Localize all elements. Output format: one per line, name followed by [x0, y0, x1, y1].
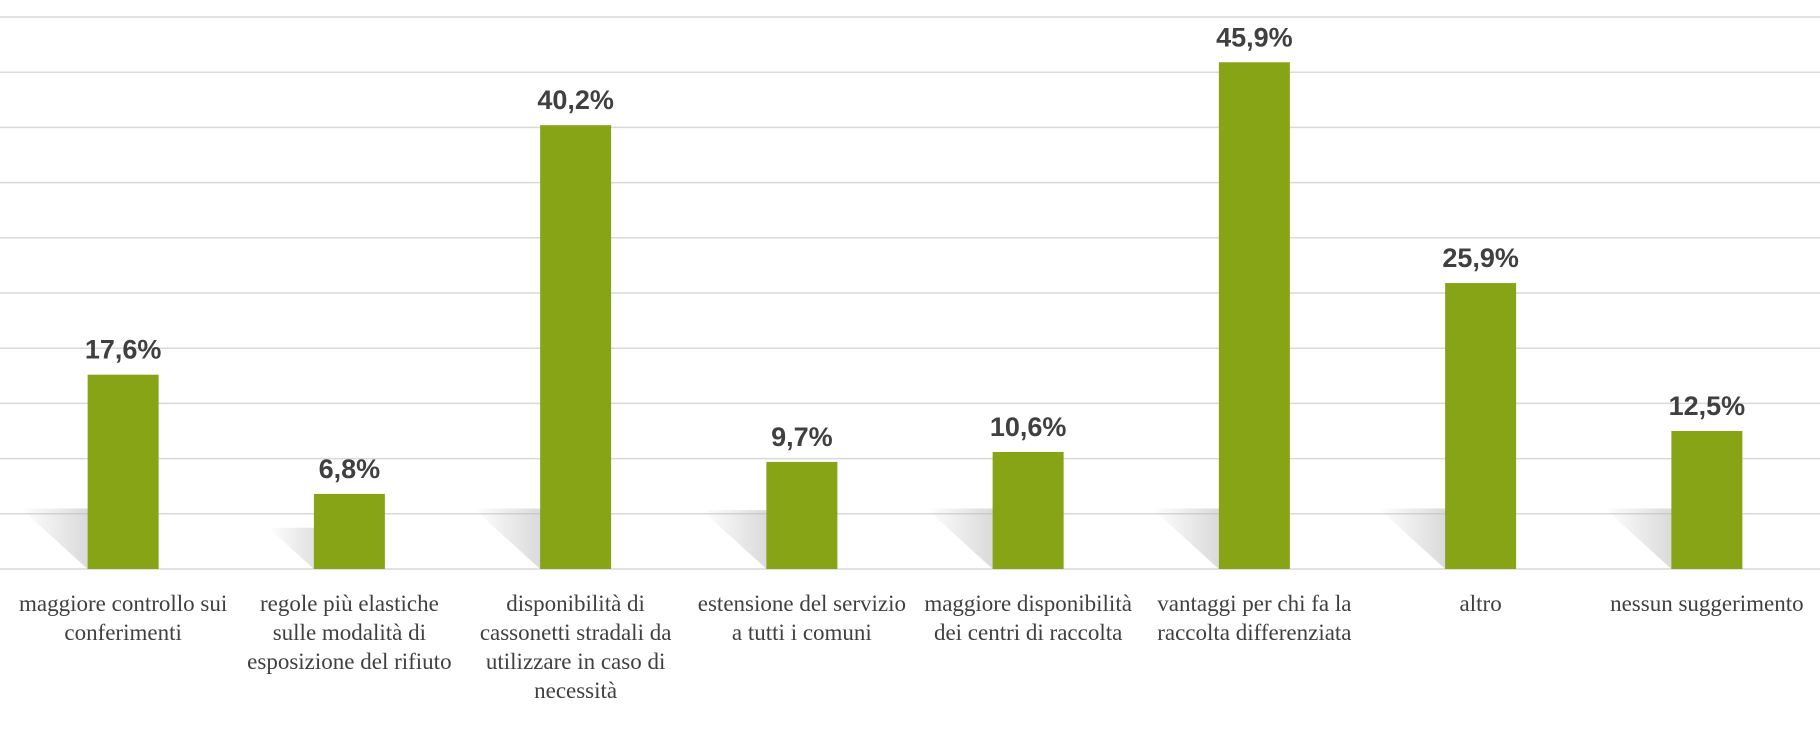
x-tick-label: vantaggi per chi fa la raccolta differen…: [1157, 591, 1352, 645]
x-tick-label: nessun suggerimento: [1610, 591, 1804, 616]
value-label: 6,8%: [319, 454, 381, 484]
bar: [1671, 431, 1743, 569]
x-tick-label: disponibilità di cassonetti stradali da …: [479, 591, 672, 703]
value-label: 9,7%: [771, 422, 833, 452]
value-label: 40,2%: [537, 85, 614, 115]
bar: [540, 125, 612, 569]
value-label: 25,9%: [1442, 243, 1519, 273]
bar: [1218, 62, 1290, 569]
value-label: 10,6%: [990, 412, 1067, 442]
value-label: 17,6%: [85, 335, 162, 365]
x-tick-label: maggiore disponibilità dei centri di rac…: [924, 591, 1132, 645]
x-tick-label: altro: [1459, 591, 1502, 616]
bar: [766, 461, 838, 569]
value-label: 45,9%: [1216, 22, 1293, 52]
x-tick-label: estensione del servizio a tutti i comuni: [697, 591, 906, 645]
value-label: 12,5%: [1669, 391, 1746, 421]
bar: [313, 493, 385, 569]
x-tick-label: maggiore controllo sui conferimenti: [19, 591, 228, 645]
bar: [992, 451, 1064, 569]
bar: [1445, 283, 1517, 569]
bar: [87, 374, 159, 569]
x-tick-label: regole più elastiche sulle modalità di e…: [247, 591, 452, 674]
